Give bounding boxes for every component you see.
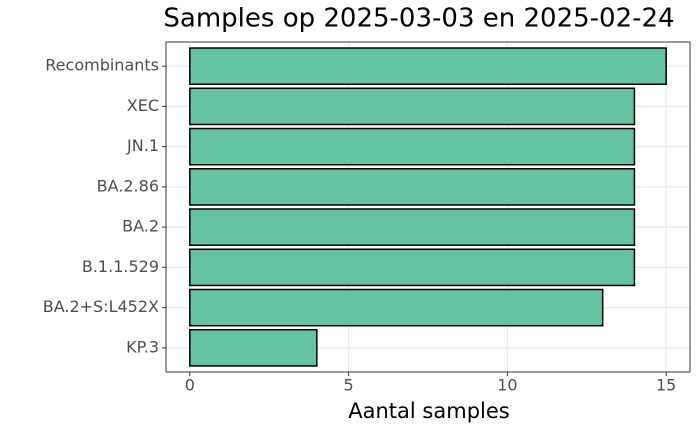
y-tick-label: JN.1 <box>126 136 159 155</box>
x-tick-label: 0 <box>185 376 195 395</box>
y-tick-label: BA.2.86 <box>97 176 159 195</box>
bar <box>189 47 667 86</box>
x-tick-label: 5 <box>344 376 354 395</box>
bar <box>189 127 636 166</box>
y-tick-label: B.1.1.529 <box>82 257 159 276</box>
bar <box>189 328 318 367</box>
bar <box>189 168 636 206</box>
bar <box>189 248 636 287</box>
x-axis-title: Aantal samples <box>348 399 509 423</box>
bar <box>189 288 604 327</box>
y-tick-label: Recombinants <box>45 56 159 75</box>
panel-border <box>165 41 691 373</box>
y-tick-label: XEC <box>127 96 159 115</box>
bar <box>189 208 636 246</box>
chart-title: Samples op 2025-03-03 en 2025-02-24 <box>163 4 674 34</box>
y-tick-label: KP.3 <box>126 337 159 356</box>
x-tick-label: 15 <box>656 376 676 395</box>
x-tick-label: 10 <box>497 376 517 395</box>
bar <box>189 87 636 126</box>
y-tick-label: BA.2 <box>122 217 159 236</box>
y-tick-label: BA.2+S:L452X <box>43 297 159 316</box>
